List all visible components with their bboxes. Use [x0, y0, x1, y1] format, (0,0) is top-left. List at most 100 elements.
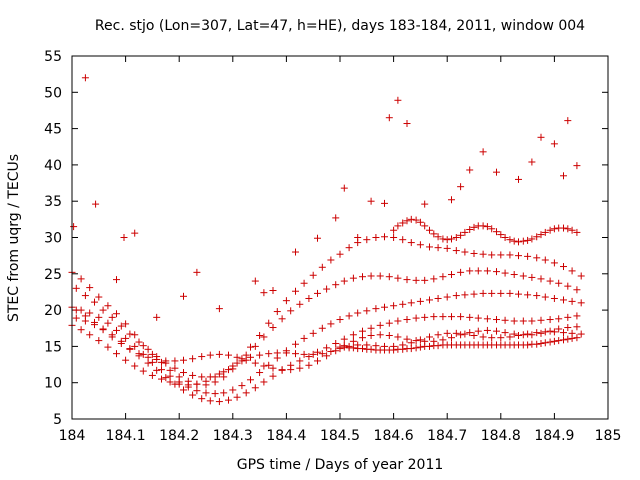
data-point — [349, 331, 357, 339]
data-point — [323, 344, 331, 352]
data-point — [493, 228, 501, 236]
data-point — [81, 292, 89, 300]
data-point — [202, 377, 210, 385]
data-point — [394, 222, 402, 230]
data-point — [568, 226, 576, 234]
data-point — [421, 200, 429, 208]
data-point — [117, 339, 125, 347]
y-tick-label: 35 — [44, 194, 62, 210]
data-point — [189, 391, 197, 399]
data-point — [238, 357, 246, 365]
data-point — [332, 281, 340, 289]
data-point — [292, 340, 300, 348]
data-point — [416, 343, 424, 351]
data-point — [313, 289, 321, 297]
data-point — [86, 331, 94, 339]
data-point — [560, 172, 568, 180]
data-point — [99, 306, 107, 314]
data-point — [524, 330, 532, 338]
data-point — [426, 342, 434, 350]
data-point — [573, 312, 581, 320]
data-point — [292, 248, 300, 256]
data-point — [104, 302, 112, 310]
data-point — [260, 289, 268, 297]
x-axis-label: GPS time / Days of year 2011 — [237, 457, 444, 473]
data-point — [193, 387, 201, 395]
data-point — [86, 284, 94, 292]
data-point — [510, 330, 518, 338]
data-point — [91, 298, 99, 306]
data-point — [550, 259, 558, 267]
data-point — [345, 244, 353, 252]
data-point — [426, 243, 434, 251]
data-point — [488, 334, 496, 342]
data-point — [568, 334, 576, 342]
x-tick-label: 184.4 — [266, 428, 306, 444]
data-point — [546, 327, 554, 335]
data-point — [416, 336, 424, 344]
data-point — [215, 350, 223, 358]
data-point — [555, 325, 563, 333]
data-point — [412, 337, 420, 345]
data-point — [273, 308, 281, 316]
data-point — [309, 329, 317, 337]
data-point — [354, 239, 362, 247]
data-point — [327, 320, 335, 328]
data-point — [336, 316, 344, 324]
data-point — [246, 376, 254, 384]
data-point — [139, 342, 147, 350]
data-point — [242, 389, 250, 397]
data-point — [211, 390, 219, 398]
data-point — [434, 294, 442, 302]
data-point — [72, 306, 80, 314]
data-point — [225, 366, 233, 374]
data-point — [474, 314, 482, 322]
x-tick-label: 184.9 — [534, 428, 574, 444]
data-point — [251, 359, 259, 367]
data-point — [77, 275, 85, 283]
data-point — [452, 292, 460, 300]
data-point — [457, 231, 465, 239]
data-point — [506, 289, 514, 297]
y-tick-label: 15 — [44, 339, 62, 355]
data-point — [95, 313, 103, 321]
data-point — [296, 300, 304, 308]
data-point — [158, 375, 166, 383]
data-point — [479, 222, 487, 230]
data-point — [573, 286, 581, 294]
data-point — [179, 369, 187, 377]
data-point — [340, 343, 348, 351]
data-point — [412, 314, 420, 322]
data-point — [380, 303, 388, 311]
data-point — [332, 347, 340, 355]
data-point — [555, 337, 563, 345]
data-point — [144, 345, 152, 353]
data-point — [501, 329, 509, 337]
data-point — [215, 370, 223, 378]
data-point — [367, 345, 375, 353]
data-point — [246, 343, 254, 351]
data-point — [474, 267, 482, 275]
data-point — [305, 361, 313, 369]
data-point — [528, 158, 536, 166]
data-point — [412, 216, 420, 224]
data-point — [501, 234, 509, 241]
data-point — [573, 228, 581, 236]
data-point — [282, 349, 290, 357]
data-point — [198, 353, 206, 361]
plot-frame — [71, 55, 609, 420]
data-point — [524, 252, 532, 260]
data-point — [296, 357, 304, 365]
data-point — [550, 225, 558, 233]
data-point — [233, 353, 241, 361]
data-point — [564, 225, 572, 233]
data-point — [372, 305, 380, 313]
data-point — [363, 236, 371, 244]
data-point — [265, 361, 273, 369]
data-point — [519, 331, 527, 339]
data-point — [367, 332, 375, 340]
data-point — [265, 319, 273, 327]
data-point — [568, 297, 576, 305]
data-point — [139, 350, 147, 358]
data-point — [564, 335, 572, 343]
